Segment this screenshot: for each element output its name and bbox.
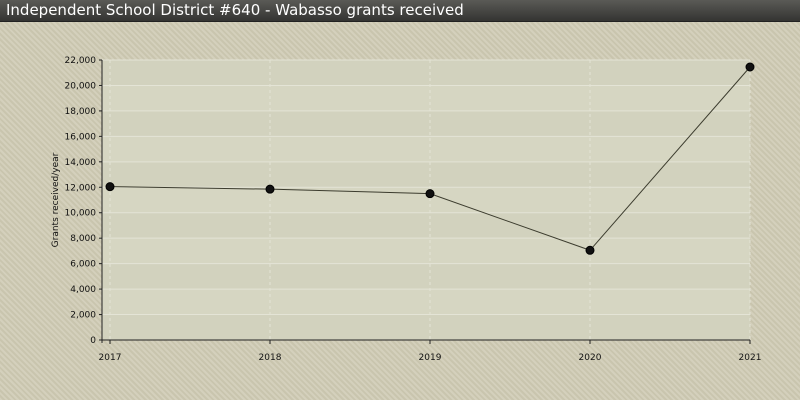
data-point[interactable] [425, 189, 435, 199]
x-axis-ticks: 2017 2018 2019 2020 2021 [99, 340, 762, 363]
x-tick-label: 2018 [259, 353, 282, 363]
data-point[interactable] [105, 182, 115, 192]
x-tick-label: 2019 [419, 353, 442, 363]
y-tick-label: 2,000 [70, 311, 96, 321]
plot-band [102, 314, 750, 340]
data-point[interactable] [265, 184, 275, 194]
grid-lines [102, 59, 751, 341]
plot-band [102, 60, 750, 86]
chart-title: Independent School District #640 - Wabas… [6, 1, 464, 19]
plot-band [102, 161, 750, 188]
y-tick-label: 20,000 [65, 81, 97, 91]
series-group [105, 62, 755, 255]
plot-background [102, 60, 750, 340]
y-tick-label: 16,000 [65, 132, 97, 142]
x-tick-label: 2017 [99, 353, 122, 363]
y-tick-label: 12,000 [65, 183, 97, 193]
y-tick-label: 0 [90, 336, 96, 346]
y-axis-label: Grants received/year [51, 152, 61, 247]
plot-area [102, 60, 750, 340]
data-point[interactable] [745, 62, 755, 72]
y-axis-ticks: 0 2,000 4,000 6,000 8,000 10,000 12,000 14,000 1… [65, 56, 102, 346]
x-tick-label: 2021 [739, 353, 762, 363]
y-tick-label: 14,000 [65, 158, 97, 168]
data-point[interactable] [585, 245, 595, 255]
chart-title-bar: Independent School District #640 - Wabas… [0, 0, 800, 22]
y-tick-label: 18,000 [65, 107, 97, 117]
x-tick-label: 2020 [579, 353, 602, 363]
plot-band [102, 263, 750, 290]
y-tick-label: 10,000 [65, 209, 97, 219]
y-tick-label: 8,000 [70, 234, 96, 244]
y-tick-label: 6,000 [70, 260, 96, 270]
plot-band [102, 212, 750, 239]
y-tick-label: 22,000 [65, 56, 97, 66]
y-tick-label: 4,000 [70, 285, 96, 295]
plot-band [102, 110, 750, 137]
axes [99, 60, 750, 343]
